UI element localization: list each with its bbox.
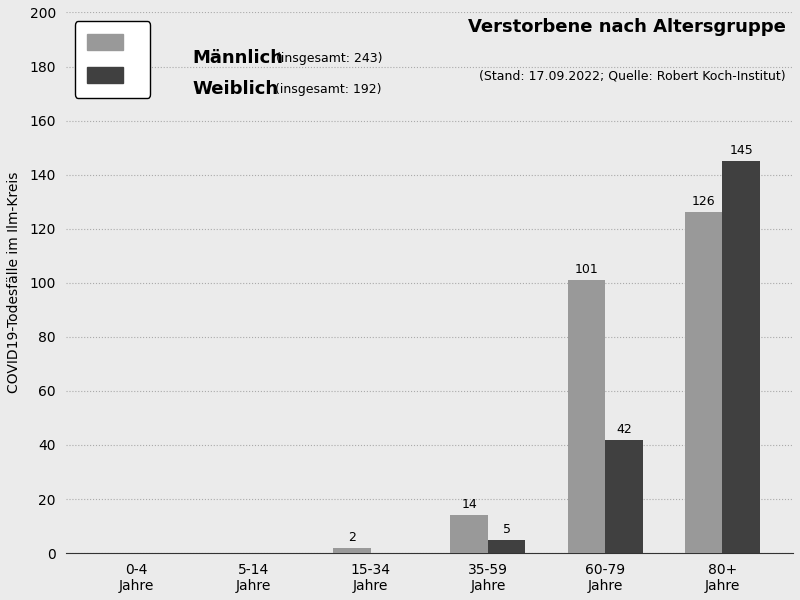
Text: 5: 5 xyxy=(502,523,510,536)
Text: Verstorbene nach Altersgruppe: Verstorbene nach Altersgruppe xyxy=(468,18,786,36)
Y-axis label: COVID19-Todesfälle im Ilm-Kreis: COVID19-Todesfälle im Ilm-Kreis xyxy=(7,172,21,394)
Legend: , : , xyxy=(74,22,150,98)
Text: 101: 101 xyxy=(574,263,598,276)
Bar xyxy=(450,515,488,553)
Text: 2: 2 xyxy=(348,530,356,544)
Text: Männlich: Männlich xyxy=(193,49,284,67)
Text: 126: 126 xyxy=(692,196,715,208)
Bar xyxy=(605,440,642,553)
Text: (insgesamt: 243): (insgesamt: 243) xyxy=(277,52,383,65)
Bar xyxy=(333,548,370,553)
Bar xyxy=(488,539,526,553)
Text: (insgesamt: 192): (insgesamt: 192) xyxy=(275,83,382,96)
Text: 145: 145 xyxy=(730,144,753,157)
Text: (Stand: 17.09.2022; Quelle: Robert Koch-Institut): (Stand: 17.09.2022; Quelle: Robert Koch-… xyxy=(479,69,786,82)
Bar xyxy=(722,161,760,553)
Bar xyxy=(568,280,605,553)
Text: 42: 42 xyxy=(616,422,632,436)
Text: Weiblich: Weiblich xyxy=(193,80,279,98)
Bar xyxy=(685,212,722,553)
Text: 14: 14 xyxy=(462,498,477,511)
